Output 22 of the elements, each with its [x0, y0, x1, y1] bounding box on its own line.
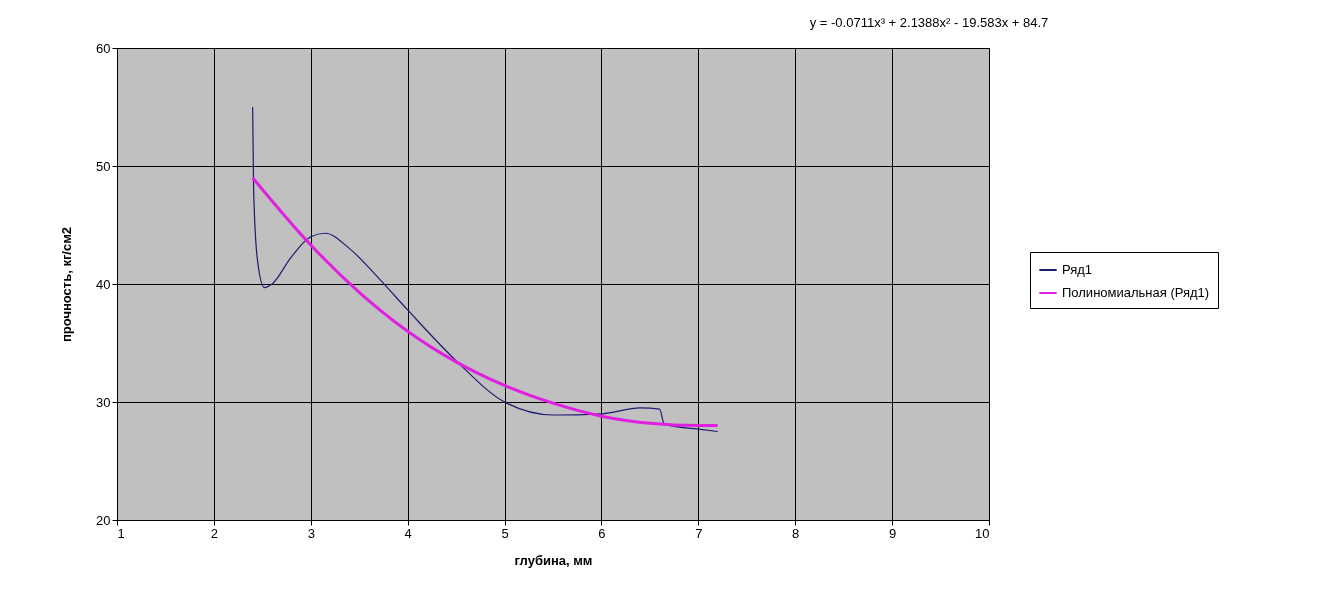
x-tick-label: 5: [501, 525, 509, 541]
x-axis-title: глубина, мм: [514, 552, 593, 568]
x-tick-label: 10: [975, 525, 990, 541]
x-tick-label: 1: [117, 525, 125, 541]
x-tick-label: 8: [792, 525, 800, 541]
y-tick-label: 50: [96, 158, 111, 174]
legend-label: Полиномиальная (Ряд1): [1062, 285, 1210, 300]
line-series: [252, 106, 719, 433]
x-tick-label: 2: [210, 525, 219, 541]
x-tick-label: 9: [888, 525, 897, 541]
y-tick-label: 20: [96, 512, 111, 528]
line-series: [251, 176, 720, 428]
y-tick-label: 40: [96, 276, 111, 292]
x-tick-label: 7: [695, 525, 703, 541]
x-tick-label: 4: [404, 525, 412, 541]
text: y = -0.0711x³ + 2.1388x² - 19.583x + 84.7: [809, 15, 1049, 30]
y-tick-label: 60: [96, 40, 111, 56]
y-tick-label: 30: [96, 394, 111, 410]
y-axis-title: прочность, кг/см2: [59, 226, 75, 343]
legend-label: Ряд1: [1062, 262, 1093, 277]
x-tick-label: 3: [307, 525, 315, 541]
x-tick-label: 6: [598, 525, 606, 541]
